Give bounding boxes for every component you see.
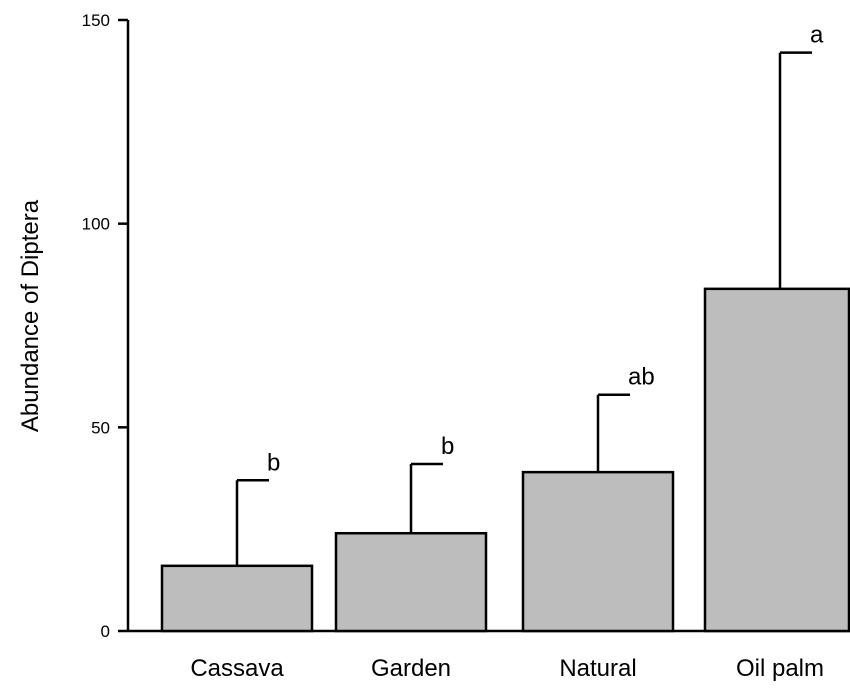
category-label-oil-palm: Oil palm xyxy=(736,655,824,682)
category-label-cassava: Cassava xyxy=(190,655,284,682)
bar-oil-palm xyxy=(703,287,850,633)
significance-letter-oil-palm: a xyxy=(810,22,824,49)
y-ticks-group: 0 50 100 150 xyxy=(82,11,128,641)
bar-cassava xyxy=(160,564,314,633)
significance-letter-garden: b xyxy=(441,433,454,460)
y-tick-label-150: 150 xyxy=(82,11,110,30)
y-axis-label: Abundance of Diptera xyxy=(17,199,44,432)
significance-letter-natural: ab xyxy=(628,364,655,391)
category-label-natural: Natural xyxy=(559,655,636,682)
bar-garden xyxy=(334,531,488,633)
significance-letters-group: b b ab a xyxy=(267,22,824,477)
bar-natural xyxy=(521,470,675,633)
y-tick-label-100: 100 xyxy=(82,215,110,234)
category-labels-group: Cassava Garden Natural Oil palm xyxy=(190,655,824,682)
y-tick-label-0: 0 xyxy=(101,622,110,641)
bars-group xyxy=(160,287,850,633)
category-label-garden: Garden xyxy=(371,655,451,682)
y-tick-label-50: 50 xyxy=(91,418,110,437)
error-bars-group xyxy=(235,51,812,566)
significance-letter-cassava: b xyxy=(267,449,280,476)
